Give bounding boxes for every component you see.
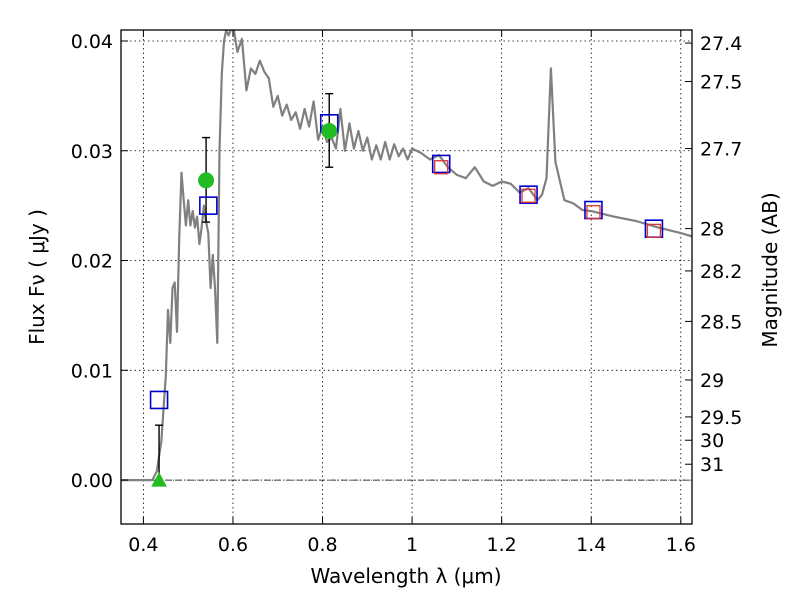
y-tick-label: 0.01 xyxy=(71,360,113,382)
right-tick-label: 30 xyxy=(700,430,724,452)
model-spectrum-line xyxy=(121,30,692,482)
right-tick-label: 28.5 xyxy=(700,311,742,333)
right-tick-label: 27.7 xyxy=(700,139,742,161)
x-tick-label: 0.4 xyxy=(128,534,158,556)
flux-square-point xyxy=(521,188,536,203)
x-tick-label: 0.8 xyxy=(307,534,337,556)
x-tick-label: 1.6 xyxy=(666,534,696,556)
flux-circle-point xyxy=(198,172,215,189)
right-tick-label: 27.4 xyxy=(700,33,742,55)
grid xyxy=(121,30,692,524)
flux-square-point xyxy=(431,154,451,174)
ticks xyxy=(121,30,692,524)
x-tick-label: 1.2 xyxy=(487,534,517,556)
flux-square-point xyxy=(586,205,601,220)
flux-circle-point xyxy=(321,122,338,139)
right-tick-label: 31 xyxy=(700,454,724,476)
y-tick-label: 0.04 xyxy=(71,31,113,53)
x-tick-label: 1.4 xyxy=(576,534,606,556)
right-tick-label: 29 xyxy=(700,370,724,392)
right-tick-label: 27.5 xyxy=(700,72,742,94)
flux-square-point xyxy=(199,196,218,215)
tick-labels: 0.4 0.6 0.8 1 1.2 1.4 1.6 0.00 0.01 0.02 0.03 0.04 2… xyxy=(71,31,743,556)
flux-square-point xyxy=(434,160,449,175)
x-tick-label: 1 xyxy=(406,534,418,556)
y-tick-label: 0.02 xyxy=(71,251,113,273)
x-tick-label: 0.6 xyxy=(218,534,248,556)
x-axis-label: Wavelength λ (μm) xyxy=(310,564,501,588)
upper-limit-triangle xyxy=(151,472,167,487)
right-tick-label: 28 xyxy=(700,219,724,241)
flux-square-point xyxy=(149,390,169,410)
error-bars xyxy=(155,92,334,481)
right-axis-label: Magnitude (AB) xyxy=(758,192,782,347)
right-tick-label: 28.2 xyxy=(700,261,742,283)
y-tick-label: 0.00 xyxy=(71,470,113,492)
flux-square-point xyxy=(646,223,662,239)
data-points xyxy=(149,114,664,487)
flux-square-point xyxy=(519,185,538,204)
right-tick-label: 29.5 xyxy=(700,407,742,429)
model-spectrum-layer xyxy=(121,30,692,482)
y-axis-label: Flux Fν ( μJy ) xyxy=(25,209,49,345)
plot-frame xyxy=(120,29,693,525)
y-tick-label: 0.03 xyxy=(71,141,113,163)
